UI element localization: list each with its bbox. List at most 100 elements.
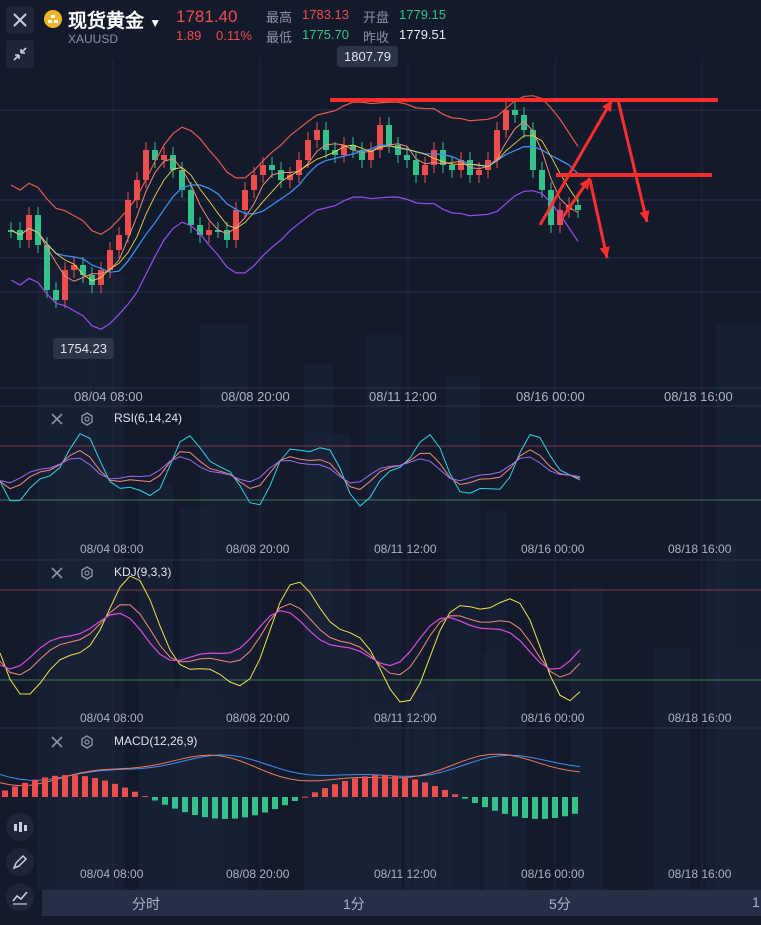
candle-body [296, 160, 302, 175]
candle-body [188, 190, 194, 225]
candle-body [404, 155, 410, 160]
candle-body [44, 245, 50, 290]
macd-histogram-bar [242, 797, 248, 818]
collapse-button[interactable] [6, 40, 34, 68]
candle-body [107, 250, 113, 270]
high-value: 1783.13 [302, 7, 349, 22]
draw-tool-button[interactable] [6, 848, 34, 876]
candle-body [332, 150, 338, 155]
close-icon [13, 13, 27, 27]
candle-body [557, 210, 563, 225]
close-button[interactable] [6, 6, 34, 34]
macd-histogram-bar [412, 779, 418, 797]
candle-body [80, 265, 86, 275]
ma-short [10, 120, 579, 282]
background-building [366, 335, 401, 890]
macd-histogram-bar [92, 778, 98, 797]
candle-body [269, 165, 275, 170]
candle-body [71, 265, 77, 270]
background-building [716, 323, 761, 890]
macd-histogram-bar [532, 797, 538, 819]
time-tick: 08/08 20:00 [226, 711, 290, 725]
candlestick-tool-button[interactable] [6, 813, 34, 841]
macd-histogram-bar [252, 797, 258, 816]
time-tick: 08/08 20:00 [226, 867, 290, 881]
rsi-line-24 [0, 456, 581, 484]
candle-body [35, 215, 41, 245]
macd-histogram-bar [282, 797, 288, 806]
time-tick: 08/08 20:00 [221, 389, 290, 404]
trend-arrow [616, 99, 649, 223]
macd-histogram-bar [232, 797, 238, 819]
background-building [483, 654, 506, 890]
close-icon[interactable] [50, 566, 64, 580]
macd-histogram-bar [52, 775, 58, 797]
macd-histogram-bar [172, 797, 178, 809]
candle-body [26, 215, 32, 240]
time-tick: 08/11 12:00 [369, 389, 437, 404]
close-icon[interactable] [50, 735, 64, 749]
macd-histogram-bar [502, 797, 508, 814]
gear-icon[interactable] [80, 735, 94, 749]
kdj-k-line [0, 603, 581, 678]
macd-histogram-bar [512, 797, 518, 817]
tab-1min[interactable]: 1分 [343, 896, 365, 912]
macd-histogram-bar [222, 797, 228, 819]
macd-histogram-bar [442, 789, 448, 797]
tab-5min[interactable]: 5分 [549, 896, 571, 912]
gear-icon[interactable] [80, 412, 94, 426]
close-icon[interactable] [50, 412, 64, 426]
macd-dea-line [0, 754, 581, 781]
low-label: 最低 [266, 30, 293, 45]
macd-histogram-bar [2, 790, 8, 797]
tab-more[interactable]: 1 [752, 894, 760, 910]
instrument-title[interactable]: 现货黄金 ▼ [68, 11, 162, 32]
rsi-line-14 [0, 449, 581, 490]
macd-histogram-bar [472, 797, 478, 803]
macd-label: MACD(12,26,9) [114, 734, 198, 748]
bollinger-upper [10, 95, 579, 235]
background-building [571, 588, 603, 890]
macd-histogram-bar [492, 797, 498, 811]
bollinger-lower [10, 190, 579, 330]
candle-body [521, 115, 527, 130]
candle-body [251, 175, 257, 190]
macd-histogram-bar [152, 797, 158, 801]
time-tick: 08/04 08:00 [80, 867, 144, 881]
candle-body [287, 175, 293, 180]
tab-timeshare[interactable]: 分时 [132, 896, 160, 912]
prevclose-value: 1779.51 [399, 27, 446, 42]
gold-coin-icon [44, 10, 62, 28]
time-tick: 08/16 00:00 [516, 389, 585, 404]
background-building [446, 376, 480, 890]
macd-histogram-bar [322, 788, 328, 797]
macd-histogram-bar [82, 776, 88, 797]
macd-histogram-bar [212, 797, 218, 819]
time-tick: 08/04 08:00 [74, 389, 143, 404]
macd-histogram-bar [32, 779, 38, 797]
arrow-head [599, 246, 610, 258]
price-chart[interactable] [0, 0, 761, 890]
candle-body [395, 145, 401, 155]
macd-histogram-bar [42, 777, 48, 797]
candle-body [260, 165, 266, 175]
max-price-tag: 1807.79 [337, 46, 398, 67]
candle-body [305, 140, 311, 160]
min-price-tag: 1754.23 [53, 338, 114, 359]
indicator-tool-button[interactable] [6, 883, 34, 911]
open-value: 1779.15 [399, 7, 446, 22]
macd-histogram-bar [482, 797, 488, 808]
candle-body [377, 125, 383, 150]
macd-histogram-bar [572, 797, 578, 814]
candle-body [431, 150, 437, 165]
candle-body [8, 230, 14, 232]
background-building [654, 648, 690, 890]
candle-body [62, 270, 68, 300]
candle-body [125, 200, 131, 235]
candle-body [134, 180, 140, 200]
last-price: 1781.40 [176, 7, 238, 26]
macd-histogram-bar [392, 775, 398, 797]
arrow-head [639, 210, 650, 222]
arrow-head [602, 100, 612, 112]
gear-icon[interactable] [80, 566, 94, 580]
